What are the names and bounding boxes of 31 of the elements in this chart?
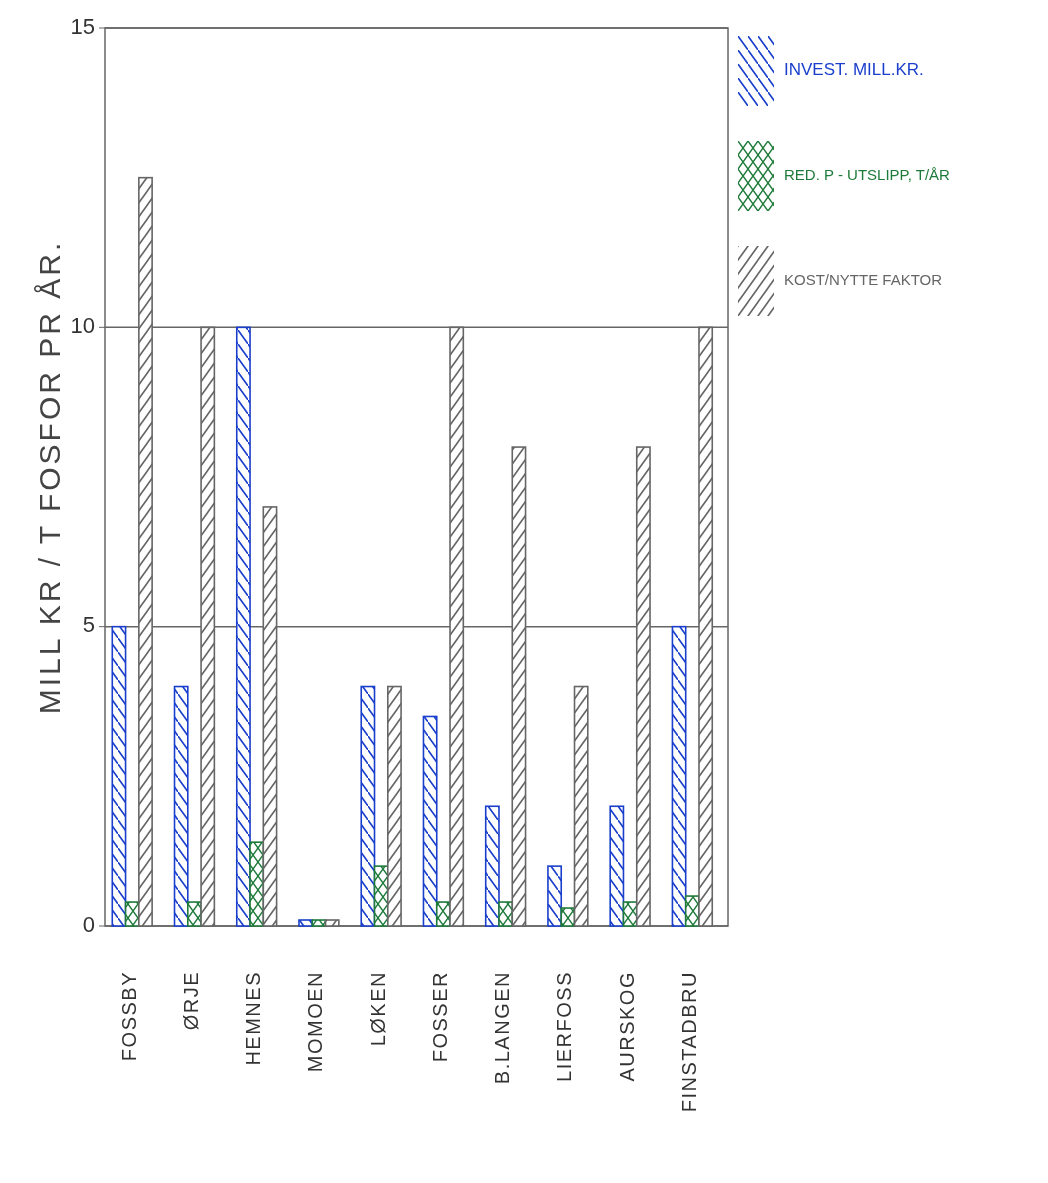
bar [111,625,127,927]
bar [560,907,576,927]
x-tick-label: HEMNES [242,971,265,1066]
bar [298,919,314,927]
bar [422,715,438,927]
x-tick-label: B.LANGEN [491,971,514,1085]
bar [235,326,251,927]
x-tick-label: AURSKOG [615,971,638,1082]
bar [671,625,687,927]
bar [484,805,500,927]
text: RED. P - UTSLIPP, T/ÅR [784,165,951,183]
x-tick-label: FOSSBY [117,971,140,1062]
y-tick-label: 5 [82,612,95,638]
bar [609,805,625,927]
bar [547,865,563,927]
x-tick-label: FINSTADBRU [677,971,700,1113]
x-tick-label: LIERFOSS [553,971,576,1082]
bar [173,685,189,927]
text: KOST/NYTTE FAKTOR [784,270,943,288]
y-tick-label: 0 [82,911,95,937]
bar [360,685,376,927]
x-tick-label: FOSSER [428,971,451,1063]
y-tick-label: 15 [70,13,95,39]
y-axis-title: MILL KR / T FOSFOR PR ÅR. [33,239,66,715]
x-tick-label: ØRJE [179,971,202,1031]
x-tick-label: LØKEN [366,971,389,1047]
x-tick-label: MOMOEN [304,971,327,1073]
bar [249,841,265,927]
text: INVEST. MILL.KR. [784,60,924,80]
bar [311,919,327,927]
y-tick-label: 10 [70,313,95,339]
